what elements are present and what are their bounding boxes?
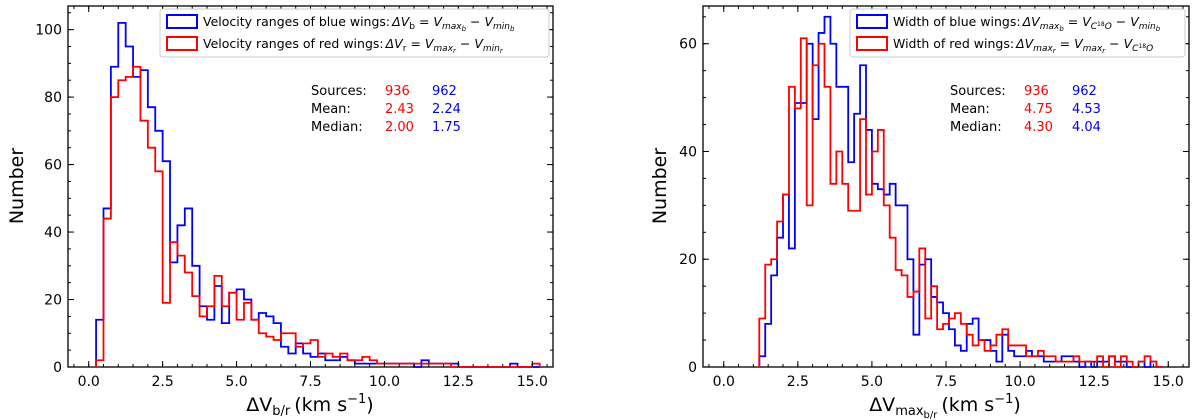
right-legend-blue-swatch [856,14,888,29]
right-histogram-bars [758,15,1163,368]
right-legend-blue-label: Width of blue wings: ΔVmaxb = VC18O − Vmi… [893,14,1161,33]
left-x-tick-label: 5.0 [225,374,247,390]
left-x-label-main: ΔV [246,394,272,416]
right-x-tick-label: 7.5 [935,374,957,390]
left-y-tick-label: 0 [53,360,62,376]
right-stat-blue-sources: 962 [1072,84,1097,99]
left-y-tick-label: 80 [44,90,62,106]
right-y-tick-label: 0 [688,360,697,376]
left-x-label-sub: b/r [272,404,291,419]
right-histogram-series-blue [758,15,1163,368]
right-stat-label-mean: Mean: [950,102,990,117]
left-x-tick-label: 7.5 [299,374,321,390]
left-x-label-unit: (km s [294,394,347,416]
left-legend-box [159,8,550,58]
left-histogram-series-red [95,65,541,368]
right-stat-red-sources: 936 [1024,84,1049,99]
right-x-label-unit-close: ) [1013,394,1020,416]
right-legend-red-formula: ΔV [1015,36,1035,51]
left-x-tick-label: 10.0 [369,374,400,390]
left-legend-blue-label: Velocity ranges of blue wings: ΔVb = Vmax… [203,14,515,33]
right-y-tick-label: 40 [679,144,697,160]
left-stat-blue-mean: 2.24 [432,102,461,117]
right-x-label-subsub: b/r [924,410,939,420]
right-stat-blue-mean: 4.53 [1072,102,1101,117]
left-plot-frame [67,5,554,368]
right-histogram-series-red [758,37,1163,368]
left-legend-red-name: Velocity ranges of red wings: [203,36,384,51]
right-legend-box [849,8,1186,58]
left-legend-red-swatch [166,36,198,51]
right-y-axis-label: Number [649,148,671,225]
left-axis-ticks: 0.0 2.5 5.0 7.5 10.0 12.5 15.0 0 20 40 60 80 100 [35,6,553,390]
right-stat-blue-median: 4.04 [1072,120,1101,135]
right-y-tick-label: 20 [679,252,697,268]
left-stat-label-mean: Mean: [311,102,351,117]
left-y-tick-label: 60 [44,158,62,174]
left-legend-red-formula: ΔV [385,36,405,51]
left-y-tick-label: 20 [44,293,62,309]
right-histogram-panel: 0.0 2.5 5.0 7.5 10.0 12.5 15.0 0 20 40 60 Number Δ… [649,5,1190,420]
right-x-tick-label: 15.0 [1153,374,1184,390]
right-legend-blue-name: Width of blue wings: [893,14,1021,29]
right-stat-label-sources: Sources: [950,84,1006,99]
right-stats-table: Sources: Mean: Median: 936 4.75 4.30 962… [950,84,1101,135]
right-x-label-sub: max [895,404,924,419]
left-y-axis-label: Number [6,148,28,225]
right-stat-red-median: 4.30 [1024,120,1053,135]
right-axis-ticks: 0.0 2.5 5.0 7.5 10.0 12.5 15.0 0 20 40 60 [679,6,1189,390]
right-x-label-unit: (km s [941,394,994,416]
left-stat-label-sources: Sources: [311,84,367,99]
right-x-label-main: ΔV [869,394,895,416]
left-legend-red-label: Velocity ranges of red wings: ΔVr = Vmaxr… [203,36,504,55]
left-stat-red-mean: 2.43 [385,102,414,117]
left-x-label-unit-sup: −1 [347,392,366,407]
right-stat-red-mean: 4.75 [1024,102,1053,117]
left-stat-label-median: Median: [311,120,363,135]
right-x-label-unit-sup: −1 [994,392,1013,407]
right-stat-label-median: Median: [950,120,1002,135]
right-x-tick-label: 5.0 [861,374,883,390]
right-x-tick-label: 0.0 [713,374,735,390]
left-y-tick-label: 40 [44,225,62,241]
right-legend-red-swatch [856,36,888,51]
right-legend: Width of blue wings: ΔVmaxb = VC18O − Vmi… [849,8,1186,58]
left-legend-blue-swatch [166,14,198,29]
right-legend-red-name: Width of red wings: [893,36,1014,51]
right-legend-blue-formula: ΔV [1022,14,1042,29]
left-legend-blue-formula: ΔV [391,14,411,29]
left-histogram-panel: 0.0 2.5 5.0 7.5 10.0 12.5 15.0 0 20 40 60 80 100 Num… [6,5,554,419]
left-x-tick-label: 12.5 [443,374,474,390]
right-x-tick-label: 12.5 [1079,374,1110,390]
left-x-tick-label: 0.0 [78,374,100,390]
left-x-tick-label: 2.5 [152,374,174,390]
left-stats-table: Sources: Mean: Median: 936 2.43 2.00 962… [311,84,461,135]
right-x-tick-label: 10.0 [1004,374,1035,390]
left-x-label-unit-close: ) [366,394,373,416]
left-legend: Velocity ranges of blue wings: ΔVb = Vmax… [159,8,550,58]
left-legend-blue-name: Velocity ranges of blue wings: [203,14,390,29]
left-x-tick-label: 15.0 [517,374,548,390]
left-stat-red-sources: 936 [385,84,410,99]
left-stat-blue-median: 1.75 [432,120,461,135]
left-x-axis-label: ΔVb/r (km s−1) [246,392,373,419]
left-y-tick-label: 100 [35,23,62,39]
left-stat-red-median: 2.00 [385,120,414,135]
right-x-axis-label: ΔVmaxb/r (km s−1) [869,392,1021,420]
left-histogram-bars [95,21,541,368]
left-stat-blue-sources: 962 [432,84,457,99]
right-y-tick-label: 60 [679,37,697,53]
right-legend-red-label: Width of red wings: ΔVmaxr = Vmaxr − VC18… [893,36,1153,55]
right-x-tick-label: 2.5 [787,374,809,390]
